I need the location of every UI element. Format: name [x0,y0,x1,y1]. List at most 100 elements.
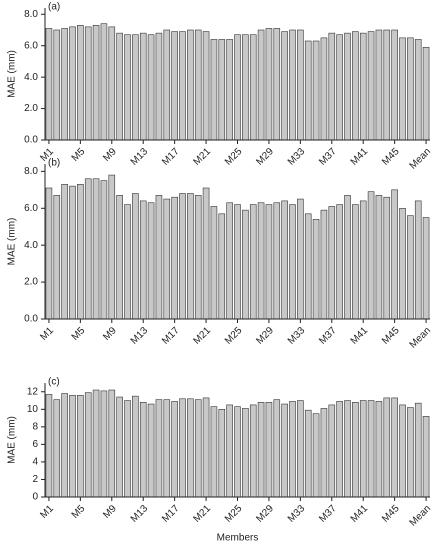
bar [124,34,131,141]
bar [234,406,241,498]
y-axis-label: MAE (mm) [7,416,18,464]
bar [273,202,281,320]
bar [242,209,249,320]
y-tick-label: 2 [32,474,38,485]
y-tick-label: 0.0 [24,314,38,325]
bar [171,401,178,498]
x-tick-label: M5 [70,325,88,343]
bar [336,34,343,141]
bar [344,400,351,498]
y-tick-label: 8 [32,421,38,432]
bar [226,202,233,320]
y-tick-label: 8.0 [24,9,38,20]
bar [163,399,171,498]
bar [100,23,108,141]
x-tick-label: M17 [160,503,182,525]
bar [61,28,68,141]
bar [108,389,116,498]
bar [414,402,422,498]
x-tick-label: M21 [192,503,214,525]
bar [320,37,328,141]
bar [218,213,226,320]
bar [132,34,139,141]
bar [53,195,61,320]
x-tick-label: M37 [317,503,339,525]
x-tick-label: M37 [317,325,339,347]
bar [273,399,281,498]
bar [367,31,375,141]
x-tick-label: M33 [286,503,308,525]
x-tick-label: M29 [254,325,276,347]
bar [297,198,304,320]
bar [414,200,422,320]
bar [139,200,147,320]
x-tick-label: M13 [129,325,151,347]
x-tick-label: M41 [349,503,371,525]
y-tick-label: 4 [32,457,38,468]
bar [383,29,391,141]
bar [116,32,123,141]
x-tick-label: Mean [408,503,433,528]
bar [375,195,383,320]
y-tick-label: 12 [27,386,39,397]
bar [359,400,367,498]
bar [139,401,147,498]
bar [84,392,92,498]
x-tick-label: M1 [38,325,56,343]
x-tick-label: M25 [223,146,245,168]
bar [352,204,359,320]
bar [249,404,257,498]
x-tick-label: M41 [349,325,371,347]
bar [297,29,304,141]
bar [265,204,273,320]
y-tick-label: 8.0 [24,166,38,177]
bar [257,401,265,498]
bar [289,204,296,320]
bar [312,413,320,498]
bar [281,200,288,320]
x-tick-label: M45 [380,146,402,168]
bar [383,196,391,320]
bar [132,395,139,498]
bar [187,193,194,320]
bar [69,26,76,141]
bar [194,29,202,141]
panel-label: (c) [48,377,60,388]
y-tick-label: 6 [32,439,38,450]
bar [84,26,92,141]
bar [265,401,273,498]
bar [202,397,210,498]
x-tick-label: M29 [254,146,276,168]
bar [289,401,296,498]
y-tick-label: 6.0 [24,40,38,51]
bar [234,34,241,141]
x-tick-label: M9 [101,146,119,164]
bar [383,397,391,498]
bar [336,401,343,498]
bar [367,400,375,498]
bar [407,215,414,320]
bar [163,198,171,320]
bar [359,200,367,320]
bar [328,32,336,141]
bar [163,29,171,141]
x-tick-label: M33 [286,146,308,168]
x-tick-label: M25 [223,325,245,347]
bar [61,393,68,498]
bar [210,206,218,320]
bar [344,32,351,141]
bar [92,24,100,141]
bar [171,196,178,320]
bar [139,32,147,141]
x-tick-label: M9 [101,325,119,343]
bar [367,191,375,320]
x-tick-label: M17 [160,325,182,347]
bar [249,204,257,320]
bar [226,39,233,141]
bar [289,29,296,141]
bar [171,31,178,141]
bar [124,204,131,320]
bar [273,28,281,141]
bar [320,209,328,320]
